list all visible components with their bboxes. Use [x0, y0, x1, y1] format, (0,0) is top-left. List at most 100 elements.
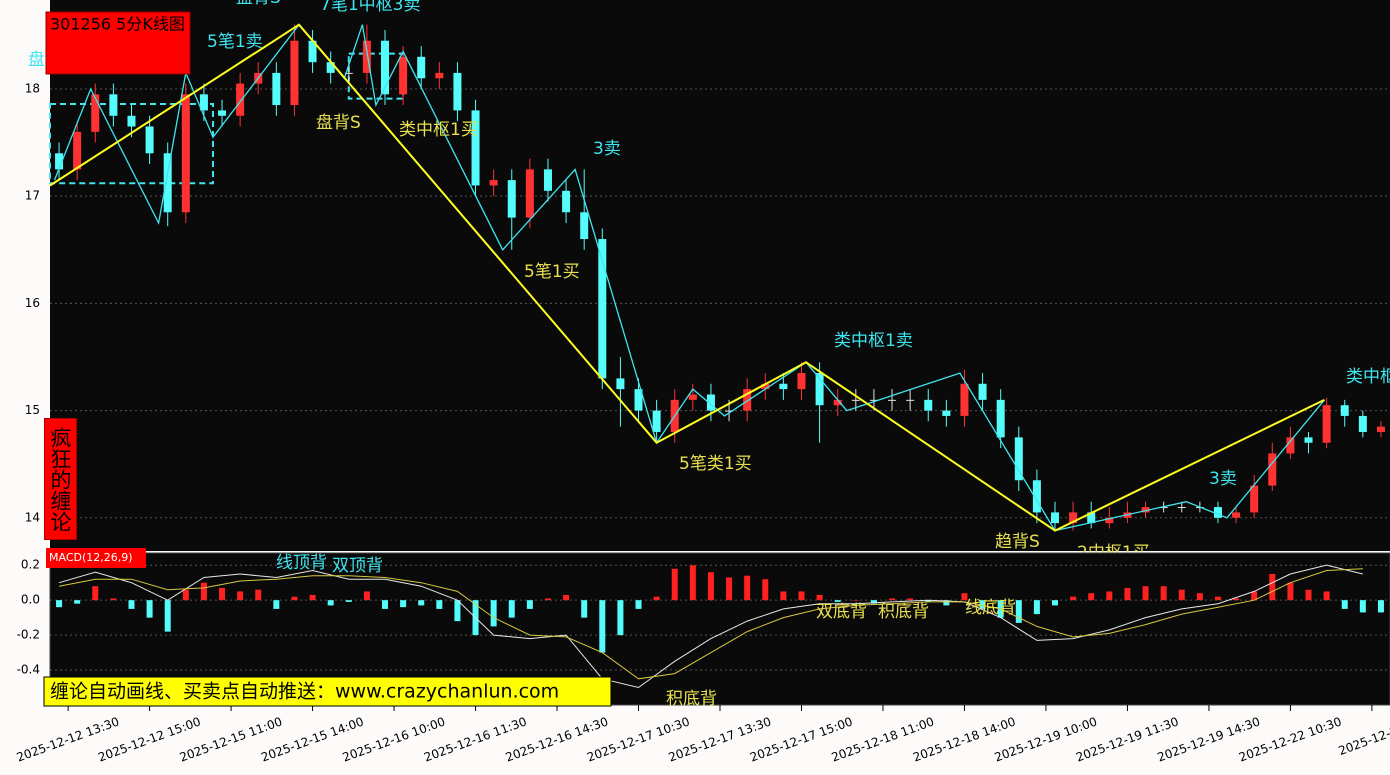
candle-body	[218, 110, 227, 116]
candle-body	[1213, 507, 1222, 518]
macd-bar	[182, 589, 189, 601]
macd-line	[58, 564, 1363, 689]
annotation: 类中枢1卖	[834, 331, 913, 351]
macd-bar	[1088, 593, 1095, 601]
candle-body	[924, 399, 933, 411]
candle-body	[1105, 517, 1114, 524]
macd-bar	[1178, 589, 1185, 601]
macd-bar	[146, 600, 153, 618]
macd-bar	[943, 600, 950, 606]
annotation: 7笔1中枢3卖	[320, 0, 420, 15]
macd-bar	[400, 600, 407, 608]
annotation: 趋背S	[995, 532, 1040, 552]
annotation: 盘背S	[236, 0, 281, 8]
annotation: 类中枢1买	[399, 120, 478, 140]
macd-bar	[164, 600, 171, 632]
candle-body	[634, 389, 643, 411]
macd-bar	[363, 591, 370, 601]
macd-bar	[889, 598, 896, 601]
candle-body	[1286, 437, 1295, 454]
macd-bar	[508, 600, 515, 618]
candle-body	[996, 399, 1005, 438]
candle-body	[1340, 405, 1349, 416]
candle-body	[55, 153, 64, 170]
candle-body	[761, 383, 770, 390]
candle-body	[1087, 512, 1096, 524]
candle-body	[417, 56, 426, 79]
macd-bar	[454, 600, 461, 622]
candle-body	[326, 62, 335, 73]
macd-bar	[1269, 573, 1276, 601]
candle-body	[453, 72, 462, 111]
candle-body	[507, 180, 516, 218]
banner-box	[43, 676, 612, 707]
candle-body	[163, 153, 172, 213]
macd-bar	[544, 598, 551, 601]
badge: 疯狂的缠论	[44, 418, 77, 540]
macd-bar	[852, 600, 859, 601]
candle-body	[489, 180, 498, 186]
candle-body	[435, 72, 444, 79]
candle-body	[344, 72, 353, 74]
macd-bar	[870, 600, 877, 604]
annotation: 5笔1买	[524, 262, 580, 282]
macd-bar	[291, 596, 298, 601]
candle-body	[127, 115, 136, 127]
macd-bar	[635, 600, 642, 609]
macd-bar	[1196, 593, 1203, 601]
candle-body	[1032, 480, 1041, 513]
macd-bar	[1106, 591, 1113, 601]
banner: 缠论自动画线、买卖点自动推送：www.crazychanlun.com	[50, 681, 559, 703]
macd-bar	[1323, 591, 1330, 601]
macd-line	[59, 568, 1363, 680]
macd-bar	[617, 600, 624, 636]
macd-bar	[726, 577, 733, 601]
candle-body	[815, 373, 824, 406]
candle-body	[942, 410, 951, 416]
macd-bar	[237, 591, 244, 601]
y-tick-label: 17	[25, 189, 40, 203]
candle-body	[869, 399, 878, 401]
macd-bar	[671, 568, 678, 601]
macd-bar	[834, 600, 841, 602]
y-tick-label: 14	[25, 510, 40, 524]
macd-bar	[707, 572, 714, 601]
candle-body	[1141, 507, 1150, 513]
macd-bar	[273, 600, 280, 609]
annotation: 线顶背	[276, 553, 327, 573]
candle-body	[1159, 507, 1168, 509]
macd-bar	[327, 600, 334, 606]
candle-body	[362, 40, 371, 73]
candle-body	[725, 410, 734, 412]
candle-body	[851, 399, 860, 401]
macd-bar	[1015, 600, 1022, 623]
candle-body	[145, 126, 154, 154]
candle-body	[833, 399, 842, 406]
candle-body	[888, 399, 897, 401]
candle-body	[1304, 437, 1313, 443]
pivot-zone	[49, 102, 214, 185]
candle-body	[525, 169, 534, 218]
macd-title: MACD(12,26,9)	[49, 551, 133, 564]
macd-bar	[780, 591, 787, 601]
candle-body	[543, 169, 552, 191]
macd-bar	[436, 600, 443, 609]
macd-bar	[1052, 600, 1058, 606]
macd-bar	[1160, 586, 1167, 601]
candle-body	[1232, 512, 1241, 518]
annotation: 3卖	[1209, 469, 1237, 489]
macd-bar	[1214, 596, 1221, 601]
candle-body	[1322, 405, 1331, 443]
candle-body	[1376, 426, 1385, 433]
macd-bar	[128, 600, 135, 609]
macd-bar	[74, 600, 81, 604]
candle-body	[743, 389, 752, 411]
macd-bar	[1377, 600, 1384, 613]
macd-bar	[1251, 591, 1258, 601]
candle-body	[471, 110, 480, 186]
candle-body	[1051, 512, 1059, 524]
macd-bar	[418, 600, 425, 606]
candle-body	[73, 131, 82, 170]
annotation: 盘	[28, 50, 45, 70]
title-box	[45, 11, 191, 75]
